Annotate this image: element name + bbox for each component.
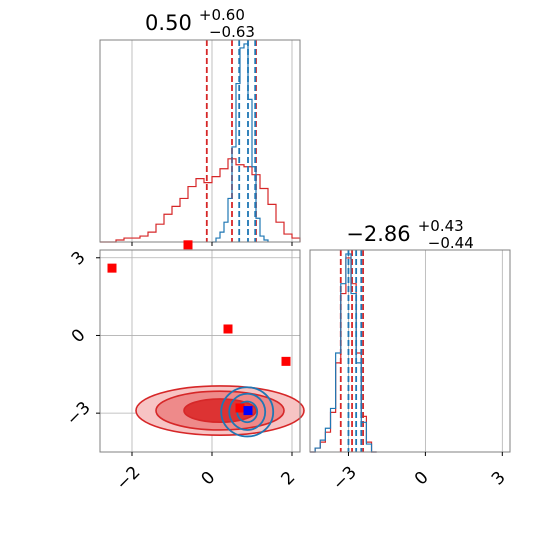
y-tick-label: −3 [63, 398, 95, 430]
marker-point [243, 406, 253, 416]
marker-point [107, 263, 117, 273]
y-tick-label: 3 [68, 248, 90, 270]
x-tick-label: 2 [278, 468, 300, 490]
hist-y-title-plus: +0.43 [418, 217, 464, 235]
joint-panel: −2 0 2 −3 0 3 [63, 240, 305, 495]
marker-point [235, 403, 245, 413]
x-tick-label: 0 [411, 468, 433, 490]
marker-point [223, 324, 233, 334]
hist-y-title-median: −2.86 [346, 222, 410, 246]
axes-frame [99, 39, 301, 243]
hist-x-title: 0.50 +0.60 −0.63 [145, 5, 255, 41]
x-tick-label: −2 [113, 463, 145, 495]
hist-y-plot: −3 0 3 [309, 249, 511, 495]
marker-point [183, 240, 193, 250]
marker-point [281, 356, 291, 366]
hist-x-title-plus: +0.60 [199, 6, 245, 24]
histogram-series-0 [310, 257, 377, 453]
hist-x-title-minus: −0.63 [209, 23, 255, 41]
hist-y-title: −2.86 +0.43 −0.44 [346, 216, 473, 252]
hist-x-title-median: 0.50 [145, 11, 192, 35]
hist-x-panel: 0.50 +0.60 −0.63 [99, 5, 301, 246]
hist-y-panel: −2.86 +0.43 −0.44 −3 0 3 [309, 216, 511, 495]
density-contour-blue [228, 392, 267, 431]
x-tick-label: −3 [329, 463, 361, 495]
x-tick-label: 3 [488, 468, 510, 490]
histogram-series-1 [212, 43, 269, 243]
x-tick-label: 0 [198, 468, 220, 490]
density-contour-blue [220, 386, 275, 438]
hist-x-plot [99, 39, 301, 246]
histogram-series-1 [310, 253, 377, 453]
histogram-series-0 [100, 158, 301, 243]
axes-frame [99, 249, 301, 453]
y-tick-label: 0 [68, 325, 90, 347]
axes-frame [309, 249, 511, 453]
hist-y-title-minus: −0.44 [428, 234, 474, 252]
